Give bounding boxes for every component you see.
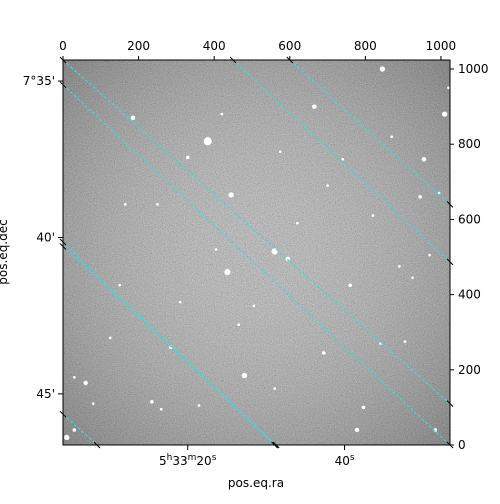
ra-tick-label-1: 40s xyxy=(335,453,355,468)
star-40 xyxy=(108,336,112,340)
star-19 xyxy=(278,150,282,154)
star-37 xyxy=(437,191,441,195)
star-13 xyxy=(224,268,231,276)
star-6 xyxy=(150,399,154,404)
star-9 xyxy=(185,155,190,160)
star-49 xyxy=(403,340,407,343)
right-pixel-axis: 0 200 400 600 800 1000 xyxy=(450,62,489,452)
grid-edge-mark-2-1 xyxy=(93,441,101,449)
grid-edge-mark-6-0 xyxy=(286,56,294,64)
star-2 xyxy=(83,380,88,386)
star-39 xyxy=(447,86,450,90)
grid-edge-mark-6-1 xyxy=(446,201,454,208)
star-10 xyxy=(197,404,201,407)
right-tick-label-5: 1000 xyxy=(458,62,489,76)
coordinate-grid xyxy=(63,60,450,445)
right-tick-label-2: 400 xyxy=(458,288,481,302)
star-33 xyxy=(418,195,422,199)
star-46 xyxy=(91,402,95,405)
right-tick-label-3: 600 xyxy=(458,212,481,226)
dec-tick-label-2: 45' xyxy=(36,387,55,401)
grid-edge-mark-0-0 xyxy=(59,81,67,89)
star-7 xyxy=(156,203,159,206)
star-43 xyxy=(295,221,299,225)
star-22 xyxy=(321,351,326,355)
star-29 xyxy=(379,66,386,72)
top-tick-label-0: 0 xyxy=(59,39,67,53)
top-tick-label-3: 600 xyxy=(278,39,301,53)
star-12 xyxy=(214,248,218,251)
star-48 xyxy=(273,387,276,390)
star-5 xyxy=(130,115,136,121)
star-38 xyxy=(442,111,448,117)
star-35 xyxy=(428,253,431,257)
dec-tick-label-1: 40' xyxy=(36,230,55,244)
star-26 xyxy=(361,405,366,410)
grid-edge-mark-1-1 xyxy=(272,441,280,449)
star-16 xyxy=(241,372,248,379)
ra-tick-label-0: 5h33m20s xyxy=(159,453,217,468)
star-44 xyxy=(326,184,329,187)
grid-edge-mark-4-0 xyxy=(59,56,67,64)
star-42 xyxy=(220,112,224,116)
grid-edge-mark-1-0 xyxy=(59,243,67,250)
right-tick-label-4: 800 xyxy=(458,137,481,151)
star-32 xyxy=(411,276,414,280)
star-24 xyxy=(348,283,353,288)
grid-edge-mark-0-1 xyxy=(446,441,454,449)
grid-line-2 xyxy=(63,413,98,445)
star-27 xyxy=(371,214,375,218)
right-tick-label-0: 0 xyxy=(458,438,466,452)
star-14 xyxy=(228,192,234,198)
star-23 xyxy=(341,157,345,161)
star-21 xyxy=(312,104,317,109)
star-4 xyxy=(124,203,127,206)
star-25 xyxy=(354,427,360,433)
star-1 xyxy=(72,428,77,432)
grid-line-0 xyxy=(63,84,450,445)
grid-edge-mark-2-0 xyxy=(59,410,67,418)
star-11 xyxy=(203,137,212,146)
star-47 xyxy=(178,300,182,304)
stars-layer xyxy=(64,66,450,441)
y-axis-label: pos.eq.dec xyxy=(0,219,10,284)
grid-line-3 xyxy=(232,60,450,263)
star-41 xyxy=(159,407,163,411)
star-15 xyxy=(237,323,241,327)
dec-tick-label-0: 7°35' xyxy=(23,74,55,88)
image-vignette xyxy=(63,60,450,445)
x-axis-label: pos.eq.ra xyxy=(228,476,284,490)
star-31 xyxy=(398,265,401,268)
top-tick-label-5: 1000 xyxy=(426,39,457,53)
star-17 xyxy=(252,304,256,308)
star-30 xyxy=(390,135,394,139)
grid-line-4 xyxy=(63,60,450,405)
star-45 xyxy=(72,375,76,379)
top-tick-label-1: 200 xyxy=(127,39,150,53)
top-pixel-axis: 0 200 400 600 800 1000 xyxy=(59,39,456,60)
plot-frame xyxy=(62,59,451,446)
ra-axis: 5h33m20s 40s xyxy=(159,445,355,468)
grid-line-6 xyxy=(289,60,450,205)
top-tick-label-2: 400 xyxy=(203,39,226,53)
dec-axis: 7°35' 40' 45' xyxy=(23,56,454,449)
grid-edge-mark-3-1 xyxy=(446,258,454,266)
grid-edge-mark-5-0 xyxy=(59,238,67,246)
grid-edge-mark-4-1 xyxy=(446,400,454,407)
grid-edge-mark-5-1 xyxy=(271,441,278,449)
star-0 xyxy=(64,434,70,441)
top-tick-label-4: 800 xyxy=(354,39,377,53)
star-3 xyxy=(118,283,122,287)
right-tick-label-1: 200 xyxy=(458,363,481,377)
star-34 xyxy=(421,157,427,162)
grid-edge-mark-3-0 xyxy=(229,56,237,64)
grid-line-5 xyxy=(63,241,276,445)
